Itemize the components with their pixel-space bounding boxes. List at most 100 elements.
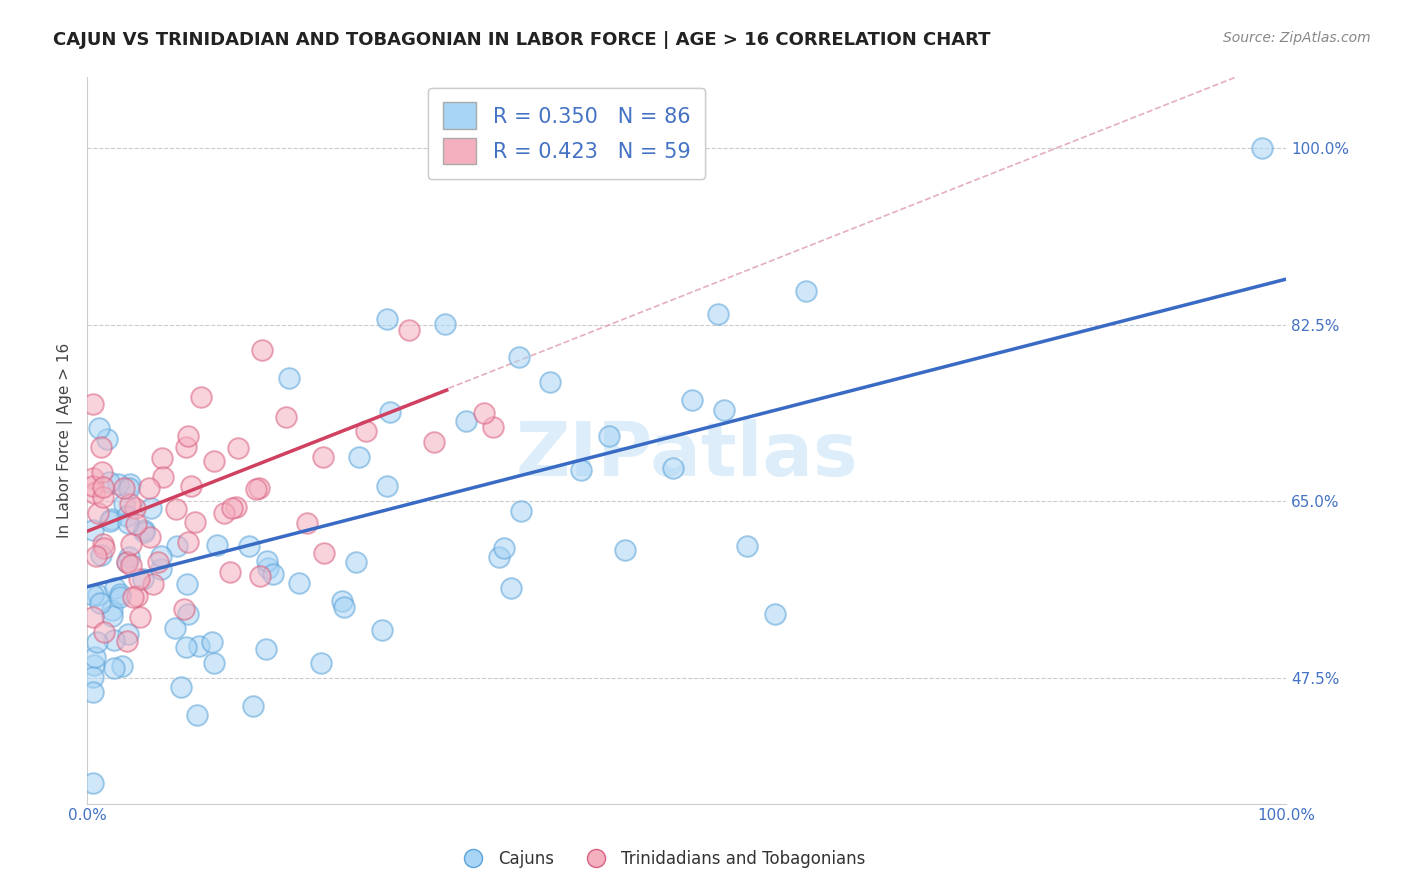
Point <box>82 588 104 602</box>
Point <box>103 661 125 675</box>
Point <box>276 409 298 424</box>
Point <box>434 317 457 331</box>
Point <box>90 549 112 563</box>
Point <box>295 516 318 530</box>
Point <box>176 577 198 591</box>
Point <box>93 537 115 551</box>
Point <box>472 406 495 420</box>
Point <box>101 603 124 617</box>
Point <box>190 390 212 404</box>
Point <box>221 500 243 515</box>
Point <box>114 481 136 495</box>
Point <box>117 516 139 530</box>
Point <box>454 414 477 428</box>
Point <box>499 582 522 596</box>
Point <box>492 541 515 556</box>
Point <box>226 442 249 456</box>
Point <box>166 539 188 553</box>
Point <box>104 581 127 595</box>
Point <box>177 607 200 622</box>
Point <box>96 433 118 447</box>
Point <box>538 376 561 390</box>
Point <box>138 481 160 495</box>
Point <box>148 555 170 569</box>
Point <box>82 470 104 484</box>
Point <box>132 524 155 539</box>
Point <box>115 508 138 523</box>
Point <box>238 539 260 553</box>
Point <box>91 465 114 479</box>
Point <box>225 500 247 514</box>
Point <box>347 450 370 464</box>
Point <box>170 680 193 694</box>
Y-axis label: In Labor Force | Age > 16: In Labor Force | Age > 16 <box>58 343 73 538</box>
Point <box>249 568 271 582</box>
Point <box>481 420 503 434</box>
Point <box>82 397 104 411</box>
Point <box>332 599 354 614</box>
Point <box>356 425 378 439</box>
Point <box>278 371 301 385</box>
Point <box>202 656 225 670</box>
Point <box>735 539 758 553</box>
Point <box>82 479 104 493</box>
Point <box>100 512 122 526</box>
Point <box>132 523 155 537</box>
Point <box>132 572 155 586</box>
Point <box>180 479 202 493</box>
Point <box>117 627 139 641</box>
Point <box>174 440 197 454</box>
Point <box>177 535 200 549</box>
Point <box>184 515 207 529</box>
Point <box>93 541 115 555</box>
Point <box>218 566 240 580</box>
Point <box>150 549 173 564</box>
Point <box>250 343 273 357</box>
Text: CAJUN VS TRINIDADIAN AND TOBAGONIAN IN LABOR FORCE | AGE > 16 CORRELATION CHART: CAJUN VS TRINIDADIAN AND TOBAGONIAN IN L… <box>53 31 991 49</box>
Point <box>330 594 353 608</box>
Point <box>247 481 270 495</box>
Point <box>163 622 186 636</box>
Point <box>122 591 145 605</box>
Point <box>398 322 420 336</box>
Point <box>82 776 104 790</box>
Point <box>344 555 367 569</box>
Point <box>139 530 162 544</box>
Point <box>508 351 530 365</box>
Point <box>90 440 112 454</box>
Point <box>254 641 277 656</box>
Point <box>103 632 125 647</box>
Point <box>174 640 197 654</box>
Point <box>82 685 104 699</box>
Point <box>125 590 148 604</box>
Point <box>312 450 335 464</box>
Point <box>97 475 120 490</box>
Point <box>202 454 225 468</box>
Point <box>87 420 110 434</box>
Point <box>111 659 134 673</box>
Point <box>93 624 115 639</box>
Point <box>662 461 685 475</box>
Point <box>763 607 786 622</box>
Point <box>713 403 735 417</box>
Point <box>87 588 110 602</box>
Point <box>98 514 121 528</box>
Point <box>681 393 703 408</box>
Point <box>142 577 165 591</box>
Point <box>87 506 110 520</box>
Point <box>120 476 142 491</box>
Point <box>128 609 150 624</box>
Point <box>314 546 336 560</box>
Point <box>128 572 150 586</box>
Point <box>118 497 141 511</box>
Point <box>375 312 398 326</box>
Point <box>82 670 104 684</box>
Point <box>112 498 135 512</box>
Point <box>186 708 208 723</box>
Point <box>187 639 209 653</box>
Point <box>82 524 104 538</box>
Point <box>212 507 235 521</box>
Point <box>125 516 148 531</box>
Point <box>86 635 108 649</box>
Point <box>91 480 114 494</box>
